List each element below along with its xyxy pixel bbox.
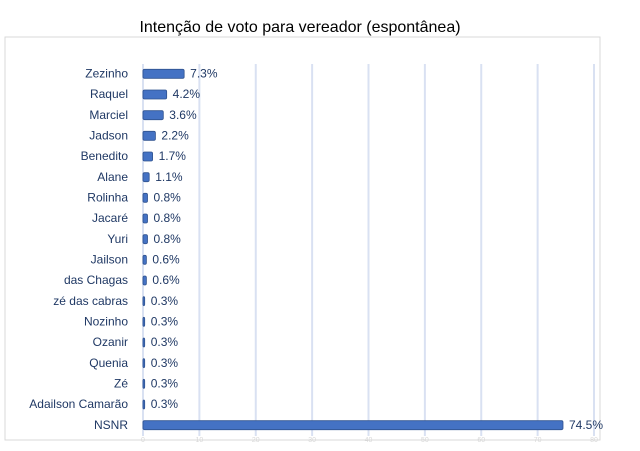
value-label: 2.2% bbox=[161, 129, 189, 143]
bar bbox=[142, 358, 146, 369]
value-label: 74.5% bbox=[569, 418, 603, 432]
x-tick-label: 60 bbox=[477, 437, 485, 444]
value-label: 0.8% bbox=[154, 211, 182, 225]
category-label: Zé bbox=[114, 377, 128, 391]
category-label: Alane bbox=[97, 170, 128, 184]
bar bbox=[142, 234, 148, 245]
category-label: Raquel bbox=[90, 87, 128, 101]
value-label: 1.1% bbox=[155, 170, 183, 184]
value-label: 0.6% bbox=[152, 273, 180, 287]
x-tick-label: 70 bbox=[534, 437, 542, 444]
value-label: 0.3% bbox=[151, 397, 179, 411]
value-label: 0.6% bbox=[152, 253, 180, 267]
bar bbox=[142, 130, 156, 141]
category-label: NSNR bbox=[94, 418, 128, 432]
category-label: Zezinho bbox=[85, 67, 128, 81]
value-label: 0.3% bbox=[151, 315, 179, 329]
value-label: 0.3% bbox=[151, 294, 179, 308]
chart-title: Intenção de voto para vereador (espontân… bbox=[139, 19, 460, 36]
x-tick-label: 50 bbox=[421, 437, 429, 444]
category-label: das Chagas bbox=[64, 273, 128, 287]
x-tick-label: 0 bbox=[141, 437, 145, 444]
value-label: 7.3% bbox=[190, 67, 218, 81]
value-label: 0.3% bbox=[151, 377, 179, 391]
bar bbox=[142, 89, 168, 100]
bar bbox=[142, 110, 164, 121]
category-label: Benedito bbox=[81, 149, 129, 163]
value-label: 4.2% bbox=[173, 87, 201, 101]
x-tick-label: 40 bbox=[365, 437, 373, 444]
bar bbox=[142, 420, 564, 431]
category-label: Jailson bbox=[91, 253, 128, 267]
value-label: 0.3% bbox=[151, 356, 179, 370]
bar bbox=[142, 337, 146, 348]
category-label: Yuri bbox=[107, 232, 128, 246]
category-label: Quenia bbox=[89, 356, 128, 370]
bar bbox=[142, 275, 147, 286]
category-label: Marciel bbox=[89, 108, 128, 122]
category-label: Adailson Camarão bbox=[29, 397, 128, 411]
bar bbox=[142, 172, 150, 183]
bar bbox=[142, 151, 153, 162]
value-label: 0.8% bbox=[154, 191, 182, 205]
bar bbox=[142, 254, 147, 265]
x-tick-label: 30 bbox=[308, 437, 316, 444]
category-label: Nozinho bbox=[84, 315, 128, 329]
bar bbox=[142, 399, 146, 410]
value-label: 1.7% bbox=[159, 149, 187, 163]
bar bbox=[142, 213, 148, 224]
x-tick-label: 80 bbox=[590, 437, 598, 444]
x-tick-label: 10 bbox=[195, 437, 203, 444]
bar bbox=[142, 68, 185, 79]
category-label: zé das cabras bbox=[53, 294, 128, 308]
bar bbox=[142, 192, 148, 203]
category-label: Rolinha bbox=[87, 191, 128, 205]
bar bbox=[142, 296, 146, 307]
value-label: 0.3% bbox=[151, 335, 179, 349]
value-label: 0.8% bbox=[154, 232, 182, 246]
value-label: 3.6% bbox=[169, 108, 197, 122]
bar bbox=[142, 316, 146, 327]
category-label: Jacaré bbox=[92, 211, 128, 225]
category-label: Jadson bbox=[89, 129, 128, 143]
x-tick-label: 20 bbox=[252, 437, 260, 444]
chart-frame bbox=[4, 36, 601, 441]
category-label: Ozanir bbox=[93, 335, 128, 349]
bar bbox=[142, 378, 146, 389]
